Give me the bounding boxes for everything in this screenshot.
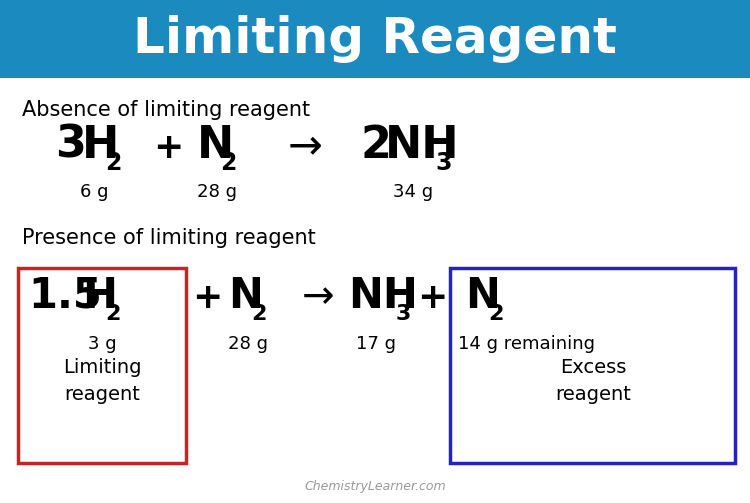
Text: NH: NH [385, 124, 460, 167]
Text: N: N [228, 275, 262, 317]
Text: +: + [153, 131, 183, 165]
Text: ChemistryLearner.com: ChemistryLearner.com [304, 480, 446, 493]
Text: +: + [192, 281, 222, 315]
Text: N: N [465, 275, 500, 317]
Text: 3: 3 [55, 124, 86, 167]
Text: Limiting
reagent: Limiting reagent [63, 358, 141, 403]
Text: 2: 2 [105, 151, 122, 175]
Text: 34 g: 34 g [393, 183, 433, 201]
Text: H: H [82, 124, 119, 167]
Text: 2: 2 [105, 304, 120, 324]
Text: H: H [82, 275, 117, 317]
Text: 3 g: 3 g [88, 335, 117, 353]
Text: →: → [287, 125, 322, 167]
Text: 3: 3 [396, 304, 411, 324]
Text: Excess
reagent: Excess reagent [555, 358, 631, 403]
Text: 2: 2 [488, 304, 503, 324]
Text: 17 g: 17 g [356, 335, 396, 353]
Text: 28 g: 28 g [197, 183, 237, 201]
Text: 28 g: 28 g [228, 335, 268, 353]
Text: +: + [417, 281, 447, 315]
Text: 2: 2 [220, 151, 236, 175]
Text: Limiting Reagent: Limiting Reagent [133, 15, 617, 63]
Text: 6 g: 6 g [80, 183, 109, 201]
Bar [0, 0, 750, 78]
Text: Presence of limiting reagent: Presence of limiting reagent [22, 228, 316, 248]
Text: N: N [197, 124, 234, 167]
Text: 3: 3 [435, 151, 451, 175]
Text: →: → [302, 278, 334, 316]
Bar [450, 268, 735, 463]
Bar [18, 268, 186, 463]
Text: Absence of limiting reagent: Absence of limiting reagent [22, 100, 310, 120]
Text: 2: 2 [360, 124, 391, 167]
Text: 1.5: 1.5 [28, 275, 102, 317]
Text: 14 g remaining: 14 g remaining [458, 335, 595, 353]
Text: 2: 2 [251, 304, 266, 324]
Text: NH: NH [348, 275, 418, 317]
